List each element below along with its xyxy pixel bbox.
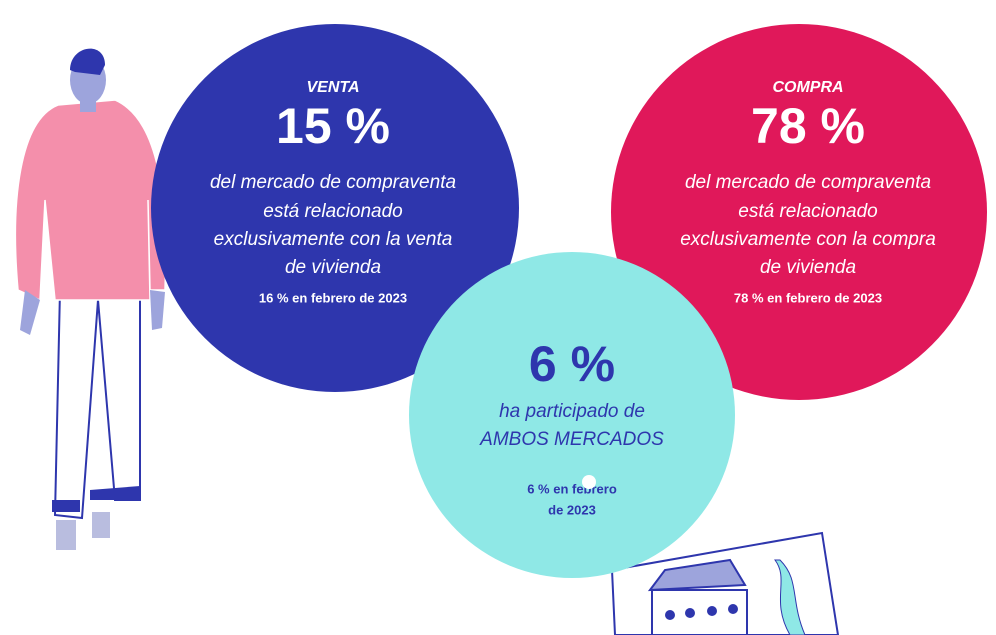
description: exclusivamente con la venta [214, 229, 453, 250]
description: de vivienda [285, 257, 381, 278]
description: está relacionado [263, 201, 402, 222]
cursor-dot [582, 475, 596, 489]
note: de 2023 [548, 502, 596, 517]
note: 78 % en febrero de 2023 [734, 290, 882, 305]
value: 15 % [276, 98, 390, 154]
value: 6 % [529, 336, 615, 392]
note: 6 % en febrero [527, 481, 617, 496]
note: 16 % en febrero de 2023 [259, 290, 407, 305]
description: del mercado de compraventa [685, 172, 931, 193]
description: AMBOS MERCADOS [479, 429, 664, 450]
description: de vivienda [760, 257, 856, 278]
description: ha participado de [499, 401, 645, 422]
label: VENTA [306, 79, 359, 96]
description: del mercado de compraventa [210, 172, 456, 193]
value: 78 % [751, 98, 865, 154]
person-illustration [15, 49, 165, 550]
label: COMPRA [772, 79, 843, 96]
description: está relacionado [738, 201, 877, 222]
description: exclusivamente con la compra [680, 229, 936, 250]
infographic: VENTA 15 % del mercado de compraventa es… [0, 0, 996, 635]
